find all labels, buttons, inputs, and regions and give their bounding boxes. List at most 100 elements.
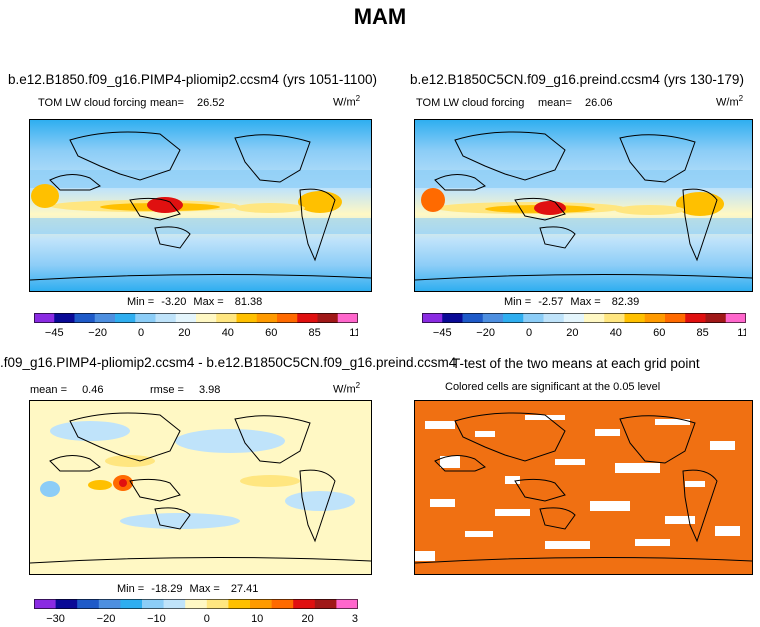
panel-tl-mean: mean= 26.52 [150,97,225,109]
panel-tl-colorbar-box [337,313,358,323]
panel-bl-minmax: Min = -18.29 Max = 27.41 [117,583,258,595]
panel-tr-colorbar-box [523,313,544,323]
panel-bl-rmse: rmse = 3.98 [150,384,220,396]
panel-tr-colorbar-box [482,313,504,323]
panel-bl-colorbar-box [206,599,229,609]
panel-tl-colorbar-box [74,313,96,323]
panel-tl-colorbar-box [115,313,136,323]
panel-tr-colorbar-box [665,313,686,323]
panel-tr-map-svg [415,120,752,291]
panel-tl-colorbar-box [196,313,217,323]
panel-tr-colorbar-tick-label: −20 [476,327,495,339]
panel-bl-colorbar-tick-label: 30 [352,613,358,625]
panel-bl-case-title: .f09_g16.PIMP4-pliomip2.ccsm4 - b.e12.B1… [0,355,457,370]
panel-tl-colorbar-tick-label: 20 [178,327,190,339]
panel-tl-units-base: W/m [333,96,356,109]
panel-tr-colorbar-tick-label: 40 [610,327,622,339]
panel-tr-max-label: Max = [570,296,601,308]
page-title: MAM [353,4,407,29]
panel-tl-min-value: -3.20 [161,296,187,308]
panel-tl-minmax: Min = -3.20 Max = 81.38 [127,296,262,308]
panel-tl-mean-label: mean= [150,97,184,109]
panel-tl-max-value: 81.38 [234,296,263,308]
panel-tr-colorbar: −45 −20 0 20 40 60 85 115 [422,313,746,339]
panel-bl-colorbar-tick-label: 20 [301,613,313,625]
panel-bl-colorbar-box [336,599,358,609]
panel-tr-colorbar-tick-label: 20 [566,327,578,339]
panel-bl-colorbar-box [55,599,78,609]
panel-tl-units: W/m2 [333,94,360,109]
panel-br-map-svg [415,401,752,574]
panel-tr-colorbar-box [462,313,484,323]
panel-bl-colorbar-tick-label: 10 [251,613,263,625]
panel-bl-colorbar-box [293,599,316,609]
panel-tl-colorbar-box [34,313,55,323]
panel-tl-colorbar-outline [34,313,358,323]
panel-bl-colorbar-tick-label: 0 [204,613,210,625]
panel-bl-max-value: 27.41 [230,583,259,595]
panel-tl-colorbar-tick-label: −20 [88,327,107,339]
panel-tr-colorbar-box [563,313,585,323]
panel-tr-colorbar-tick-label: 0 [526,327,532,339]
panel-bl-map-svg [30,401,371,574]
panel-bl-colorbar-box [185,599,208,609]
panel-bl-colorbar-box [250,599,272,609]
panel-tl-colorbar-tick-label: 115 [349,327,358,339]
panel-bl-colorbar-box [77,599,100,609]
panel-bl-colorbar-box [34,599,56,609]
panel-bl-colorbar-box [142,599,164,609]
panel-tr-max-value: 82.39 [611,296,640,308]
panel-bl-min-label: Min = [117,583,145,595]
panel-tr-colorbar-box [422,313,443,323]
panel-tl-colorbar-box [317,313,339,323]
panel-bl-mean: mean = 0.46 [30,384,103,396]
panel-tl-colorbar-tick-label: 85 [308,327,320,339]
panel-bl-mean-value: 0.46 [82,384,104,396]
panel-tl-colorbar-box [94,313,116,323]
panel-tr-mean-label: mean= [538,97,572,109]
panel-bl-units: W/m2 [333,381,360,396]
panel-bl-colorbar-box [271,599,294,609]
panel-tl-colorbar-box [236,313,258,323]
panel-tl-colorbar-tick-label: 40 [222,327,234,339]
panel-tl-case-title: b.e12.B1850.f09_g16.PIMP4-pliomip2.ccsm4… [8,72,377,87]
panel-tl-colorbar-box [135,313,156,323]
panel-tr-colorbar-box [705,313,727,323]
panel-tr-colorbar-tick-label: −45 [433,327,452,339]
panel-tr-colorbar-outline [422,313,746,323]
panel-bl-mean-label: mean = [30,384,67,396]
panel-tl-units-exp: 2 [355,94,361,103]
panel-tr-colorbar-tick-label: 60 [653,327,665,339]
panel-tr-colorbar-box [543,313,565,323]
panel-tr-units: W/m2 [716,94,743,109]
panel-tr-variable: TOM LW cloud forcing [416,97,525,109]
panel-tl-colorbar-tick-label: −45 [45,327,64,339]
panel-tr-mean: mean= 26.06 [538,97,613,109]
panel-tr-units-exp: 2 [738,94,744,103]
panel-tl-colorbar-box [54,313,75,323]
panel-tr-colorbar-box [584,313,605,323]
panel-bl-colorbar-box [163,599,186,609]
panel-bl-colorbar-outline [34,599,358,609]
panel-bl-colorbar-box [98,599,121,609]
panel-tr-min-label: Min = [504,296,532,308]
panel-bl-colorbar-tick-label: −30 [46,613,65,625]
panel-bl-units-base: W/m [333,383,356,396]
panel-bl-colorbar-box [314,599,337,609]
panel-br-subtitle: Colored cells are significant at the 0.0… [445,381,661,393]
panel-tl-colorbar-box [297,313,318,323]
panel-tl-colorbar-box [256,313,278,323]
panel-bl-rmse-value: 3.98 [199,384,221,396]
panel-tr-colorbar-tick-label: 115 [737,327,746,339]
panel-tl-colorbar-tick-label: 60 [265,327,277,339]
panel-tl-colorbar-tick-label: 0 [138,327,144,339]
panel-tl-colorbar-box [155,313,177,323]
panel-tr-colorbar-box [685,313,706,323]
panel-bl-map [29,400,372,575]
panel-tr-colorbar-tick-label: 85 [696,327,708,339]
panel-br-case-title: T-test of the two means at each grid poi… [452,356,700,371]
panel-tr-colorbar-box [442,313,463,323]
panel-tr-colorbar-box [624,313,646,323]
panel-bl-rmse-label: rmse = [150,384,184,396]
panel-br-map [414,400,753,575]
